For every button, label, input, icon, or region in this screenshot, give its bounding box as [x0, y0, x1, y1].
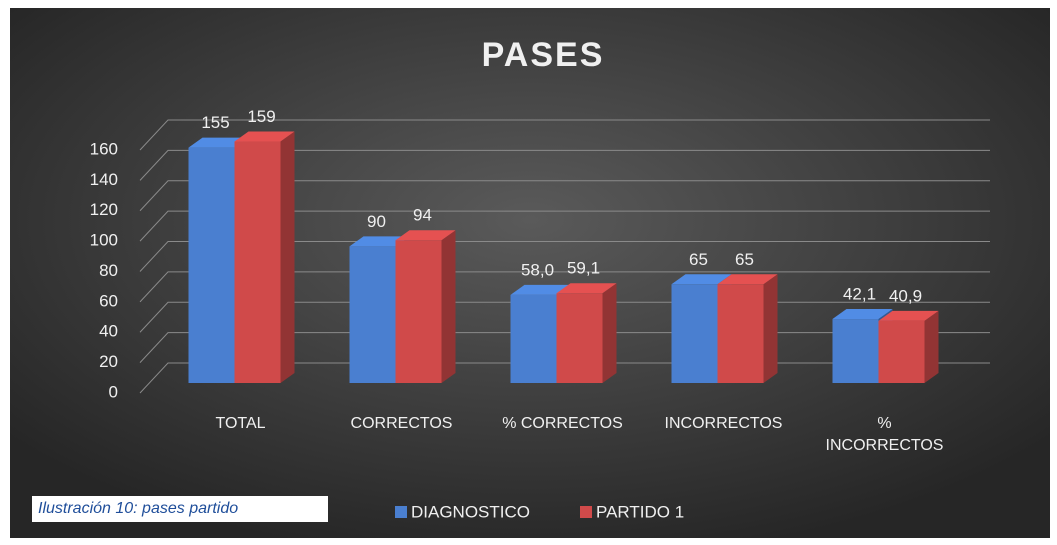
caption: Ilustración 10: pases partido	[32, 496, 328, 522]
grid-line	[139, 210, 990, 242]
bar	[234, 141, 281, 383]
data-label: 59,1	[567, 259, 600, 278]
grid-line	[139, 119, 990, 151]
y-tick-label: 80	[99, 261, 118, 280]
bar-top	[395, 230, 456, 241]
x-tick-label: % CORRECTOS	[502, 415, 623, 432]
bar-side	[924, 310, 939, 383]
chart-background	[10, 8, 1050, 538]
bar	[671, 284, 718, 383]
bar-top	[556, 283, 617, 294]
chart-title: PASES	[482, 36, 605, 74]
bar	[878, 320, 925, 383]
y-tick-label: 160	[90, 139, 118, 158]
y-tick-label: 0	[109, 382, 118, 401]
x-tick-label: CORRECTOS	[350, 415, 453, 432]
data-label: 155	[201, 113, 229, 132]
grid-line	[139, 149, 990, 181]
y-tick-label: 140	[90, 170, 118, 189]
x-tick-label: INCORRECTOS	[664, 415, 783, 432]
data-label: 42,1	[843, 285, 876, 304]
data-label: 40,9	[889, 286, 922, 305]
bar-side	[280, 131, 295, 383]
bar-side	[441, 230, 456, 383]
x-tick-label: % INCORRECTOS	[825, 415, 944, 454]
grid-line	[139, 241, 990, 272]
bar	[349, 246, 396, 383]
bar-top	[671, 274, 732, 285]
bar-top	[510, 284, 571, 295]
bar	[717, 284, 764, 383]
y-tick-label: 40	[99, 322, 118, 341]
legend-swatch	[395, 506, 407, 518]
bar-top	[188, 137, 249, 148]
data-label: 58,0	[521, 260, 554, 279]
data-label: 90	[367, 212, 386, 231]
bar-top	[349, 236, 410, 247]
bar-side	[763, 274, 778, 383]
data-label: 159	[247, 107, 275, 126]
grid-line	[139, 271, 990, 303]
y-tick-label: 60	[99, 291, 118, 310]
bar-top	[234, 131, 295, 142]
grid-line	[139, 180, 990, 212]
y-tick-label: 100	[90, 231, 118, 250]
y-tick-label: 20	[99, 352, 118, 371]
bar	[832, 319, 879, 383]
bar	[188, 147, 235, 383]
x-tick-label: TOTAL	[215, 415, 266, 432]
data-label: 94	[413, 206, 432, 225]
bar-side	[602, 283, 617, 383]
bar-top	[878, 310, 939, 321]
legend-swatch	[580, 506, 592, 518]
bar-top	[717, 274, 778, 285]
bar	[395, 240, 442, 383]
data-label: 65	[735, 250, 754, 269]
y-tick-label: 120	[90, 200, 118, 219]
legend-label: PARTIDO 1	[596, 502, 684, 521]
bar-top	[832, 309, 893, 320]
legend-label: DIAGNOSTICO	[411, 502, 530, 521]
bar	[556, 293, 603, 383]
data-label: 65	[689, 250, 708, 269]
bar	[510, 294, 557, 383]
